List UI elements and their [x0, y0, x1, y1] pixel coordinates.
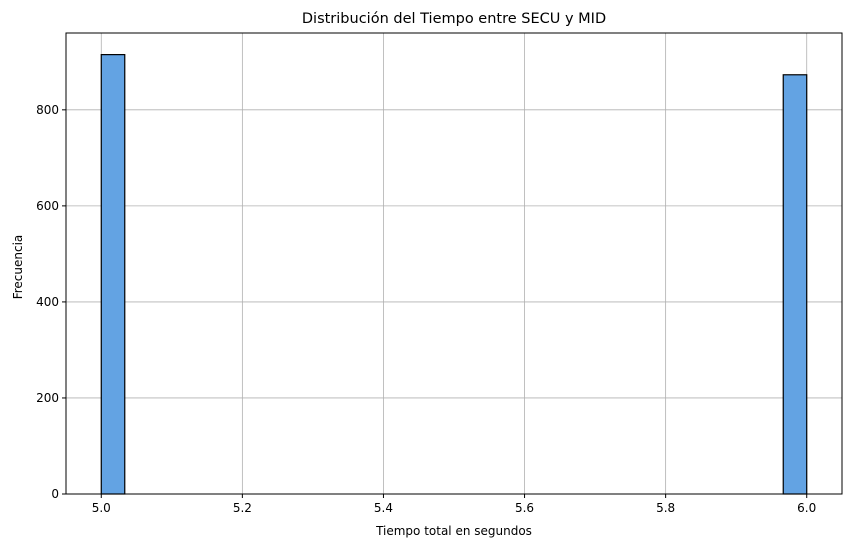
- chart-title: Distribución del Tiempo entre SECU y MID: [302, 11, 606, 27]
- histogram-bars: [100, 54, 808, 495]
- x-tick-label: 5.4: [374, 501, 393, 515]
- histogram-bar: [100, 54, 126, 495]
- plot-area-frame: [65, 32, 843, 495]
- y-axis-ticks: 0 200 400 600 800: [36, 103, 66, 501]
- y-tick-label: 800: [36, 103, 59, 117]
- x-tick-label: 5.2: [233, 501, 252, 515]
- x-axis-label: Tiempo total en segundos: [375, 524, 532, 538]
- x-tick-label: 5.6: [515, 501, 534, 515]
- x-tick-label: 6.0: [797, 501, 816, 515]
- x-axis-ticks: 5.0 5.2 5.4 5.6 5.8 6.0: [92, 494, 816, 515]
- x-tick-label: 5.0: [92, 501, 111, 515]
- y-axis-label: Frecuencia: [11, 235, 25, 300]
- y-tick-label: 600: [36, 199, 59, 213]
- y-tick-label: 0: [51, 487, 59, 501]
- y-tick-label: 400: [36, 295, 59, 309]
- histogram-bar: [782, 74, 808, 495]
- y-tick-label: 200: [36, 391, 59, 405]
- x-tick-label: 5.8: [656, 501, 675, 515]
- grid-lines: [66, 33, 842, 495]
